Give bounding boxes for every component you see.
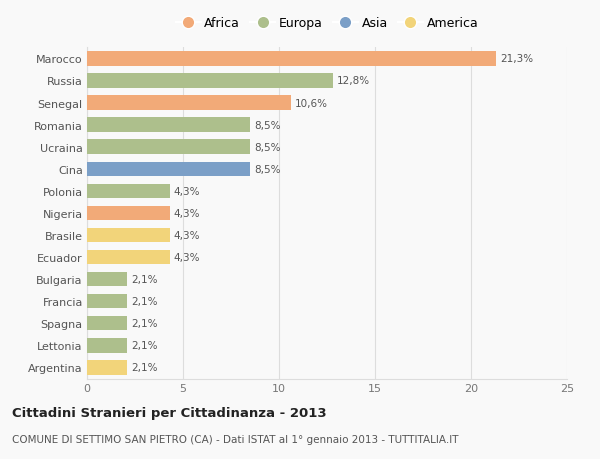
Bar xyxy=(87,118,250,133)
Text: 2,1%: 2,1% xyxy=(131,297,158,307)
Bar xyxy=(87,294,127,309)
Bar xyxy=(87,96,290,111)
Legend: Africa, Europa, Asia, America: Africa, Europa, Asia, America xyxy=(170,12,484,35)
Text: 2,1%: 2,1% xyxy=(131,274,158,285)
Text: 12,8%: 12,8% xyxy=(337,76,370,86)
Text: 4,3%: 4,3% xyxy=(173,186,200,196)
Text: 21,3%: 21,3% xyxy=(500,54,533,64)
Text: 10,6%: 10,6% xyxy=(295,98,328,108)
Text: 2,1%: 2,1% xyxy=(131,341,158,351)
Bar xyxy=(87,52,496,67)
Text: 2,1%: 2,1% xyxy=(131,363,158,373)
Text: 8,5%: 8,5% xyxy=(254,120,281,130)
Bar xyxy=(87,162,250,177)
Text: COMUNE DI SETTIMO SAN PIETRO (CA) - Dati ISTAT al 1° gennaio 2013 - TUTTITALIA.I: COMUNE DI SETTIMO SAN PIETRO (CA) - Dati… xyxy=(12,434,458,444)
Text: 4,3%: 4,3% xyxy=(173,252,200,263)
Bar xyxy=(87,74,333,89)
Bar xyxy=(87,316,127,331)
Text: 4,3%: 4,3% xyxy=(173,208,200,218)
Text: 8,5%: 8,5% xyxy=(254,142,281,152)
Bar xyxy=(87,206,170,221)
Bar xyxy=(87,360,127,375)
Text: 8,5%: 8,5% xyxy=(254,164,281,174)
Bar xyxy=(87,184,170,199)
Text: 4,3%: 4,3% xyxy=(173,230,200,241)
Bar xyxy=(87,250,170,265)
Text: Cittadini Stranieri per Cittadinanza - 2013: Cittadini Stranieri per Cittadinanza - 2… xyxy=(12,406,326,419)
Bar xyxy=(87,272,127,287)
Bar xyxy=(87,140,250,155)
Text: 2,1%: 2,1% xyxy=(131,319,158,329)
Bar xyxy=(87,228,170,243)
Bar xyxy=(87,338,127,353)
